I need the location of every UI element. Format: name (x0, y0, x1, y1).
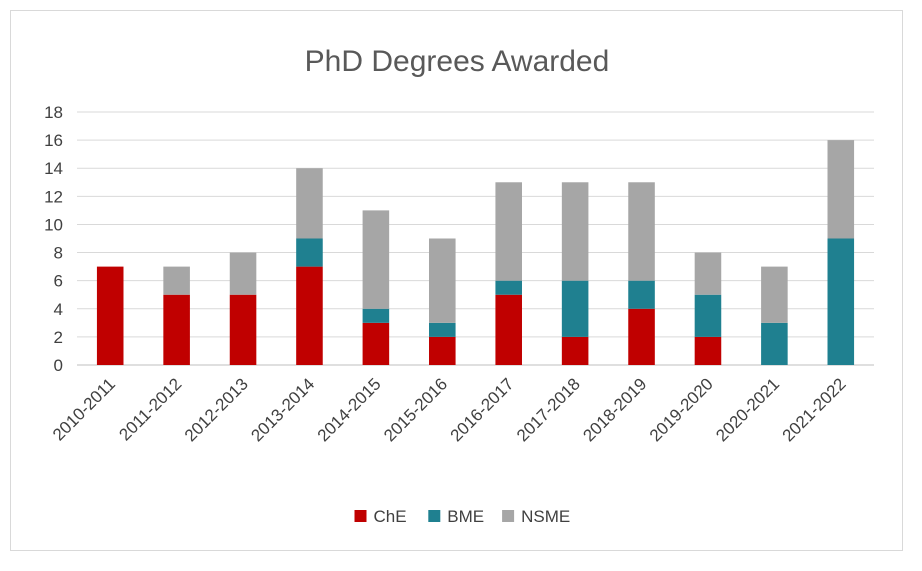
legend-label-nsme: NSME (521, 507, 570, 526)
legend-label-bme: BME (447, 507, 484, 526)
x-tick-label: 2013-2014 (247, 374, 318, 445)
bar-segment-nsme (296, 168, 323, 239)
x-tick-label: 2014-2015 (314, 374, 385, 445)
x-tick-label: 2012-2013 (181, 374, 252, 445)
bar-segment-nsme (694, 252, 722, 295)
x-tick-label: 2010-2011 (49, 374, 119, 444)
bar-segment-che (628, 308, 655, 365)
bar-segment-bme (761, 322, 788, 365)
bar-segment-nsme (761, 266, 788, 323)
bar-segment-bme (296, 238, 323, 267)
y-axis-ticks: 0 2 4 6 8 10 12 14 16 18 (44, 103, 63, 375)
y-tick-label: 0 (54, 356, 63, 375)
chart-svg: PhD Degrees Awarded 0 2 4 6 8 10 12 14 16 18 2010… (44, 45, 874, 526)
bar-segment-bme (495, 280, 522, 295)
bar-segment-nsme (827, 140, 855, 239)
bars (96, 140, 855, 365)
bar-segment-che (561, 336, 589, 365)
bar-segment-che (229, 294, 257, 365)
bar-segment-che (296, 266, 323, 365)
bar-segment-nsme (163, 266, 190, 295)
y-tick-label: 18 (44, 103, 63, 122)
bar-segment-bme (694, 294, 722, 337)
y-tick-label: 10 (44, 215, 63, 234)
x-tick-label: 2020-2021 (712, 374, 783, 445)
legend-swatch-che (354, 510, 367, 522)
bar-segment-che (429, 336, 456, 365)
y-tick-label: 12 (44, 187, 63, 206)
chart-title: PhD Degrees Awarded (305, 45, 610, 78)
legend-swatch-bme (428, 510, 441, 522)
bar-segment-bme (827, 238, 855, 365)
bar-segment-che (96, 266, 124, 365)
y-tick-label: 6 (54, 272, 63, 291)
y-tick-label: 4 (54, 300, 63, 319)
x-axis-ticks: 2010-20112011-20122012-20132013-20142014… (49, 374, 850, 445)
x-tick-label: 2011-2012 (115, 374, 185, 444)
y-tick-label: 16 (44, 131, 63, 150)
bar-segment-che (163, 294, 190, 365)
legend: ChE BME NSME (354, 507, 570, 526)
y-tick-label: 2 (54, 328, 63, 347)
x-tick-label: 2021-2022 (779, 374, 850, 445)
bar-segment-bme (362, 308, 390, 323)
bar-segment-nsme (429, 238, 456, 323)
bar-segment-nsme (628, 182, 655, 281)
bar-segment-nsme (495, 182, 522, 281)
bar-segment-che (362, 322, 390, 365)
legend-label-che: ChE (374, 507, 407, 526)
bar-segment-bme (628, 280, 655, 309)
x-tick-label: 2016-2017 (447, 374, 518, 445)
bar-segment-che (694, 336, 722, 365)
x-tick-label: 2015-2016 (380, 374, 451, 445)
x-tick-label: 2018-2019 (579, 374, 650, 445)
bar-segment-bme (429, 322, 456, 337)
legend-swatch-nsme (502, 510, 515, 522)
gridlines (77, 111, 874, 366)
bar-segment-nsme (561, 182, 589, 281)
bar-segment-nsme (229, 252, 257, 295)
chart-frame: PhD Degrees Awarded 0 2 4 6 8 10 12 14 16 18 2010… (10, 10, 903, 551)
y-tick-label: 14 (44, 159, 63, 178)
x-tick-label: 2017-2018 (513, 374, 584, 445)
bar-segment-che (495, 294, 522, 365)
x-tick-label: 2019-2020 (646, 374, 717, 445)
bar-segment-nsme (362, 210, 390, 309)
bar-segment-bme (561, 280, 589, 337)
y-tick-label: 8 (54, 244, 63, 263)
